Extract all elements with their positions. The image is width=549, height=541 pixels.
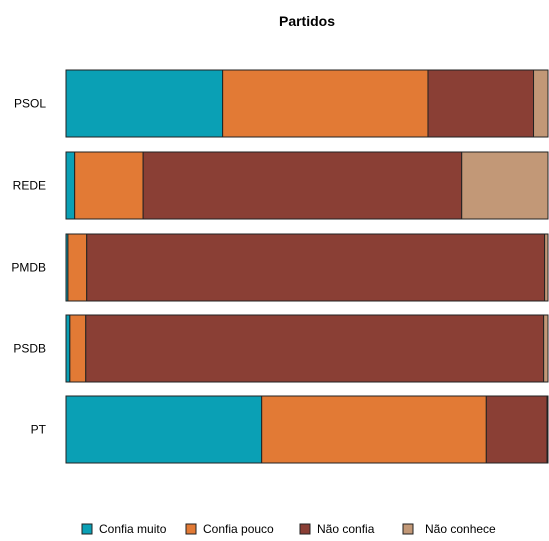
legend-label-0: Confia muito: [99, 522, 167, 536]
bar-segment-pt-1: [261, 395, 487, 464]
bar-segment-psdb-3: [543, 314, 549, 383]
bar-segment-rede-2: [142, 151, 463, 220]
category-labels: PSOL REDE PMDB PSDB PT: [11, 97, 46, 437]
legend-label-2: Não confia: [317, 522, 375, 536]
chart-title: Partidos: [279, 13, 335, 29]
bar-segment-pt-0: [65, 395, 263, 464]
legend-swatch-1: [185, 523, 197, 535]
category-label-pmdb: PMDB: [11, 261, 46, 275]
category-label-psol: PSOL: [14, 97, 46, 111]
legend-label-1: Confia pouco: [203, 522, 274, 536]
bar-segment-rede-0: [65, 151, 76, 220]
bar-segment-psdb-0: [65, 314, 71, 383]
bar-segment-psol-3: [533, 69, 549, 138]
bar-segment-pmdb-1: [67, 233, 88, 302]
bar-segment-pmdb-2: [86, 233, 546, 302]
bar-segment-pmdb-3: [544, 233, 549, 302]
category-label-pt: PT: [31, 423, 47, 437]
category-label-rede: REDE: [13, 179, 46, 193]
legend: Confia muito Confia pouco Não confia Não co…: [81, 522, 496, 536]
category-label-psdb: PSDB: [13, 342, 46, 356]
bar-segment-psol-2: [427, 69, 535, 138]
bar-segment-psdb-2: [85, 314, 545, 383]
bar-segment-pt-2: [485, 395, 548, 464]
legend-swatch-0: [81, 523, 93, 535]
bar-segment-psol-1: [222, 69, 429, 138]
bar-segment-psdb-1: [69, 314, 87, 383]
legend-label-3: Não conhece: [425, 522, 496, 536]
bars-group: [65, 69, 549, 464]
bar-segment-rede-3: [461, 151, 549, 220]
bar-segment-pt-3: [546, 395, 549, 464]
bar-segment-psol-0: [65, 69, 224, 138]
legend-swatch-2: [299, 523, 311, 535]
legend-swatch-3: [402, 523, 414, 535]
bar-segment-rede-1: [74, 151, 144, 220]
